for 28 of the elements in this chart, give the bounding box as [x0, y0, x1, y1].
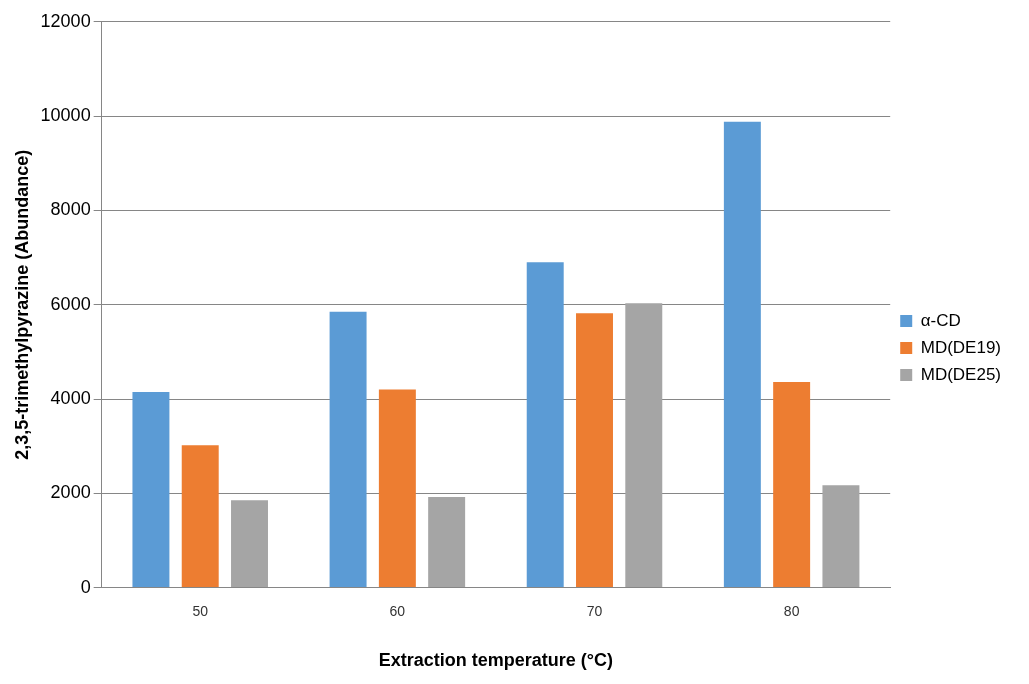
bar	[723, 121, 761, 588]
y-axis-title: 2,3,5-trimethylpyrazine (Abundance)	[11, 149, 32, 460]
x-tick-label: 60	[389, 602, 406, 619]
x-tick-label: 50	[192, 602, 209, 619]
legend-label: MD(DE25)	[920, 364, 1002, 384]
y-tick-label: 8000	[50, 199, 91, 220]
x-tick-label: 70	[586, 602, 603, 619]
bar	[625, 303, 663, 588]
legend-label: MD(DE19)	[920, 337, 1002, 357]
bar	[181, 445, 219, 588]
y-tick-label: 10000	[40, 105, 91, 126]
y-tick-label: 0	[80, 576, 91, 597]
y-tick-label: 12000	[40, 10, 91, 31]
y-tick-label: 6000	[50, 293, 91, 314]
x-tick-label: 80	[783, 602, 800, 619]
x-axis-title: Extraction temperature (°C)	[378, 650, 614, 671]
y-tick-label: 4000	[50, 387, 91, 408]
bar	[822, 485, 860, 588]
legend-label: α-CD	[920, 310, 961, 330]
y-tick-label: 2000	[50, 482, 91, 503]
bar	[329, 311, 367, 588]
bar	[526, 262, 564, 588]
bar	[231, 500, 268, 588]
bar	[378, 389, 416, 588]
bar	[773, 382, 811, 588]
bar	[576, 313, 613, 588]
bar	[132, 391, 170, 588]
bar	[428, 497, 466, 588]
